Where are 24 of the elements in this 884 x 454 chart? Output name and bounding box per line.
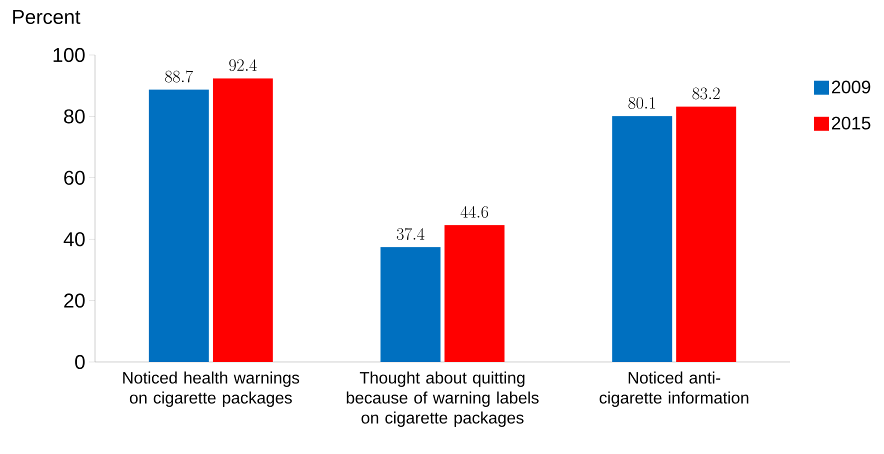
x-tick-label: Noticed anti-cigarette information: [600, 372, 748, 407]
data-label: 88.7: [165, 70, 193, 82]
bar: [612, 116, 672, 362]
y-tick-label: 20: [64, 294, 85, 308]
y-tick-label: 40: [64, 232, 85, 246]
data-label: 80. 1: [628, 97, 656, 109]
y-tick-label: 0: [75, 354, 85, 370]
x-tick-label: Thought about quitting because of warning labels on cigarette packages: [346, 372, 539, 427]
data-label: 44.6: [460, 206, 488, 218]
data-label: 37.4: [396, 228, 424, 240]
bar: [212, 78, 273, 362]
legend-label: 2009: [832, 80, 870, 94]
x-tick-label: Noticed health warnings on cigarette packages: [123, 372, 300, 407]
data-label: 92.4: [229, 59, 257, 72]
bar: [676, 106, 736, 362]
data-label: 83.2: [692, 88, 720, 100]
y-tick-label: 100: [54, 48, 85, 62]
bar: [148, 90, 209, 362]
bar: [444, 225, 505, 362]
y-tick-label: 80: [64, 109, 85, 124]
y-tick-label: 60: [64, 170, 85, 185]
bar: [380, 247, 441, 362]
y-axis-title: Percent: [13, 10, 80, 24]
legend-label: 2015: [832, 116, 870, 130]
